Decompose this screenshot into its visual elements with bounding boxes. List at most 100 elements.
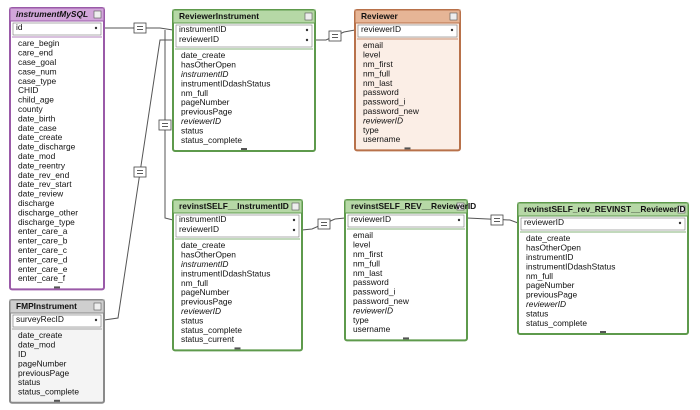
field: status <box>181 315 203 325</box>
table-header <box>354 9 461 24</box>
field: reviewerID <box>353 305 393 315</box>
field: instrumentIDdashStatus <box>526 261 615 271</box>
field: level <box>353 240 370 250</box>
key-area <box>12 22 102 36</box>
key-area <box>175 24 313 48</box>
field: reviewerID <box>526 299 566 309</box>
table-header <box>172 199 303 214</box>
field: type <box>363 125 379 135</box>
table-occurrence: instrumentMySQLidcare_begincare_endcase_… <box>9 7 105 291</box>
key-field: id <box>16 22 23 32</box>
field: date_reentry <box>18 160 66 170</box>
table-title: Reviewer <box>361 11 399 21</box>
field: previousPage <box>181 107 233 117</box>
field: reviewerID <box>181 116 221 126</box>
field: date_create <box>18 132 63 142</box>
table-occurrence: revinstSELF_rev_REVINST__ReviewerIDrevie… <box>517 202 689 335</box>
table-header <box>9 7 105 22</box>
header-icon <box>93 302 102 311</box>
join-box <box>317 218 331 230</box>
field: instrumentIDdashStatus <box>181 268 270 278</box>
table-occurrence: Reviewer reviewerID emaillevelnm_firstnm_f… <box>354 9 461 152</box>
key-area <box>12 314 102 328</box>
table-occurrence: revinstSELF__InstrumentIDinstrumentIDrev… <box>172 199 303 352</box>
field: nm_full <box>526 271 553 281</box>
key-area <box>520 217 686 231</box>
join-box <box>133 22 147 34</box>
field: ID <box>18 349 26 359</box>
field: enter_care_c <box>18 245 67 255</box>
field: nm_last <box>363 78 393 88</box>
key-field: reviewerID <box>351 214 391 224</box>
key-field: reviewerID <box>524 217 564 227</box>
join-symbol <box>328 30 342 42</box>
field: instrumentID <box>181 259 228 269</box>
join-symbol <box>133 166 147 178</box>
field: password_i <box>353 287 396 297</box>
field: care_end <box>18 48 53 58</box>
field: status_complete <box>181 135 242 145</box>
field: case_num <box>18 66 57 76</box>
join-box <box>490 214 504 226</box>
key-dot <box>305 38 309 42</box>
field: hasOtherOpen <box>181 60 236 70</box>
field: date_create <box>18 330 63 340</box>
field: enter_care_a <box>18 226 68 236</box>
header-icon <box>677 205 686 214</box>
field: pageNumber <box>526 280 575 290</box>
field: discharge_other <box>18 207 78 217</box>
header-icon <box>304 12 313 21</box>
resize-handle <box>404 147 411 150</box>
field: county <box>18 104 43 114</box>
field: date_birth <box>18 113 56 123</box>
field: nm_full <box>353 258 380 268</box>
relationship-line <box>104 27 174 31</box>
join-box <box>133 166 147 178</box>
field: email <box>363 40 383 50</box>
field: nm_last <box>353 268 383 278</box>
resize-handle <box>54 286 60 289</box>
table-header <box>172 9 316 24</box>
relationship-line <box>164 30 174 221</box>
field: pageNumber <box>181 97 230 107</box>
table-title: revinstSELF__InstrumentID <box>179 201 289 211</box>
table-title: revinstSELF_REV__ReviewerID <box>351 201 476 211</box>
field: status_complete <box>526 318 587 328</box>
field: password_i <box>363 97 406 107</box>
join-symbol <box>158 119 172 131</box>
resize-handle <box>234 347 241 350</box>
join-symbol <box>317 218 331 230</box>
field: enter_care_f <box>18 273 66 283</box>
field: reviewerID <box>363 115 403 125</box>
field: hasOtherOpen <box>526 243 581 253</box>
field: date_create <box>526 233 571 243</box>
key-field: instrumentID <box>179 214 226 224</box>
field: CHID <box>18 85 38 95</box>
field: nm_full <box>363 68 390 78</box>
key-field: reviewerID <box>179 34 219 44</box>
key-dot <box>305 28 309 32</box>
field: case_type <box>18 76 57 86</box>
key-field: instrumentID <box>179 24 226 34</box>
field: case_goal <box>18 57 56 67</box>
key-area <box>175 214 300 238</box>
field: password <box>353 277 389 287</box>
field: date_review <box>18 189 64 199</box>
field: nm_full <box>181 88 208 98</box>
field: instrumentID <box>181 69 228 79</box>
field: nm_full <box>181 278 208 288</box>
resize-handle <box>241 148 247 150</box>
key-dot <box>292 228 296 232</box>
field: discharge_type <box>18 217 75 227</box>
field: date_rev_start <box>18 179 72 189</box>
key-dot <box>450 28 454 32</box>
header-icon <box>291 202 300 211</box>
table-header <box>344 199 468 214</box>
table-occurrence: revinstSELF_REV__ReviewerID reviewerID ema… <box>344 199 476 342</box>
field: hasOtherOpen <box>181 250 236 260</box>
key-dot <box>678 221 682 225</box>
field: enter_care_b <box>18 236 68 246</box>
field: status <box>18 377 40 387</box>
table-header <box>517 202 689 217</box>
